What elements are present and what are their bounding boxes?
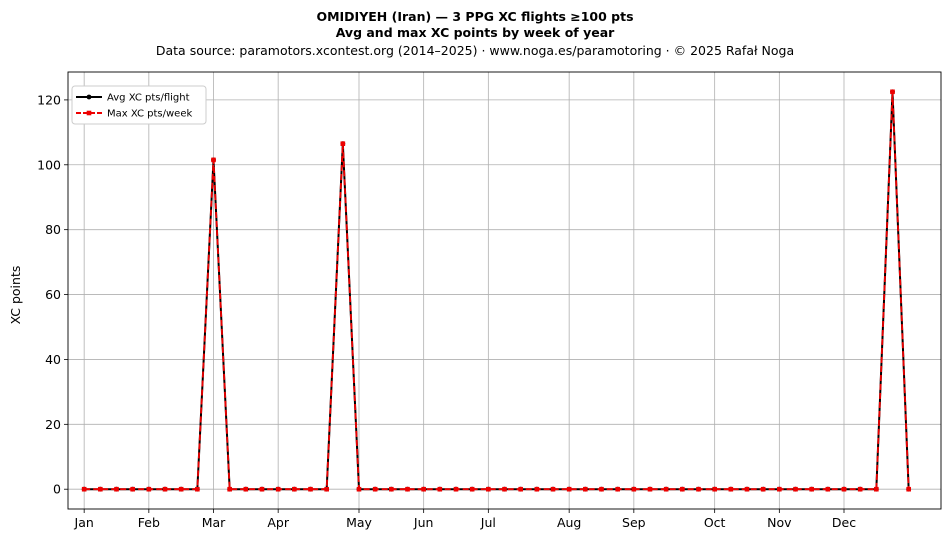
series-1-point — [615, 486, 620, 492]
axes: Jan Feb Mar Apr May Jun Jul Aug Sep Oct Nov Dec 0 20 4… — [37, 71, 942, 530]
series-1-point — [162, 486, 168, 492]
series-1-point — [340, 141, 346, 146]
series-1-point — [744, 486, 750, 492]
series-1-point — [566, 486, 572, 492]
series-1-point — [680, 486, 685, 492]
series-1-point — [195, 486, 200, 492]
chart-subtitle: Data source: paramotors.xcontest.org (20… — [156, 43, 794, 58]
series-1-point — [502, 486, 507, 492]
x-tick-label: Feb — [138, 515, 160, 530]
series-1-point — [486, 486, 491, 492]
series-1-point — [356, 486, 362, 492]
series-1-point — [308, 486, 313, 492]
series-1-point — [227, 486, 232, 492]
x-tick-label: May — [346, 515, 372, 530]
series-1-point — [211, 157, 216, 163]
series-1-point — [550, 486, 556, 492]
x-tick-label: Aug — [557, 515, 581, 530]
series-1-point — [178, 486, 184, 492]
x-tick-label: Oct — [704, 515, 726, 530]
series-1-point — [712, 486, 717, 492]
legend: Avg XC pts/flight Max XC pts/week — [71, 85, 207, 125]
x-tick-label: Jul — [480, 515, 496, 530]
series-1-point — [599, 486, 604, 492]
legend-frame — [71, 85, 207, 125]
series-1-point — [663, 486, 669, 492]
series-layer — [81, 89, 912, 492]
series-1-point — [874, 486, 879, 492]
series-1-point — [437, 486, 443, 492]
x-tick-label: Mar — [202, 515, 226, 530]
series-1-point — [421, 486, 426, 492]
series-1-point — [98, 486, 103, 492]
series-1-point — [696, 486, 701, 492]
x-tick-label: Nov — [767, 515, 792, 530]
series-1-point — [469, 486, 475, 492]
y-tick-label: 0 — [53, 482, 61, 497]
y-tick-label: 120 — [37, 92, 61, 107]
series-1-point — [760, 486, 766, 492]
series-1-point — [841, 486, 847, 492]
chart-title-line2: Avg and max XC points by week of year — [336, 25, 615, 40]
series-1-point — [906, 486, 911, 492]
series-1-point — [631, 486, 637, 492]
series-1-point — [405, 486, 410, 492]
series-1-point — [453, 486, 459, 492]
legend-marker-1 — [86, 110, 92, 116]
series-1-point — [275, 486, 281, 492]
series-line-1 — [84, 90, 910, 491]
series-1-point — [647, 486, 653, 492]
series-1-point — [389, 486, 394, 492]
series-1-point — [292, 486, 297, 492]
x-tick-label: Jan — [74, 515, 94, 530]
series-1-point — [857, 486, 863, 492]
series-1-point — [146, 486, 152, 492]
series-1-point — [809, 486, 814, 492]
y-tick-label: 80 — [45, 222, 61, 237]
series-1-point — [793, 486, 798, 492]
series-1-point — [114, 486, 119, 492]
series-1-point — [890, 89, 895, 95]
series-1-point — [777, 486, 782, 492]
y-tick-label: 20 — [45, 417, 61, 432]
series-1-point — [372, 486, 378, 492]
series-1-point — [728, 486, 734, 492]
series-1-point — [81, 486, 87, 492]
x-tick-label: Apr — [267, 515, 289, 530]
y-axis-label: XC points — [8, 266, 23, 325]
legend-label-0: Avg XC pts/flight — [107, 93, 190, 104]
series-1-point — [583, 486, 588, 492]
series-1-point — [518, 486, 523, 492]
x-tick-label: Sep — [622, 515, 646, 530]
legend-marker-0 — [86, 94, 92, 100]
y-tick-label: 40 — [45, 352, 61, 367]
y-tick-label: 60 — [45, 287, 61, 302]
series-1-point — [825, 486, 831, 492]
chart-title-line1: OMIDIYEH (Iran) — 3 PPG XC flights ≥100 … — [316, 9, 633, 24]
series-1-point — [243, 486, 249, 492]
series-line-0 — [84, 90, 910, 491]
series-1-point — [324, 486, 329, 492]
plot-frame — [67, 71, 942, 510]
y-tick-label: 100 — [37, 157, 61, 172]
legend-label-1: Max XC pts/week — [107, 109, 192, 120]
series-1-point — [259, 486, 265, 492]
x-tick-label: Dec — [832, 515, 856, 530]
x-tick-label: Jun — [413, 515, 434, 530]
series-1-point — [534, 486, 540, 492]
series-1-point — [130, 486, 135, 492]
